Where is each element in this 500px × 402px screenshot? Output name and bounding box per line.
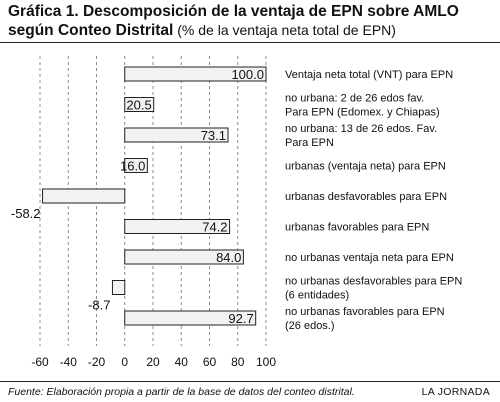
value-label-6: 84.0: [216, 250, 241, 265]
category-label-2-1: Para EPN: [285, 137, 334, 149]
value-label-3: 16.0: [120, 159, 145, 174]
bar-6: [124, 249, 244, 265]
x-tick-label-1: -40: [60, 355, 78, 369]
x-tick-label-4: 20: [146, 355, 160, 369]
category-label-8-1: (26 edos.): [285, 320, 335, 332]
category-label-1-0: no urbana: 2 de 26 edos fav.: [285, 93, 424, 105]
category-label-5-0: urbanas favorables para EPN: [285, 222, 429, 234]
x-tick-label-8: 100: [256, 355, 276, 369]
value-label-5: 74.2: [202, 220, 227, 235]
value-label-7: -8.7: [88, 298, 110, 313]
bar-7: [111, 280, 126, 295]
bar-1: [124, 97, 155, 112]
bottom-rule: [0, 381, 500, 382]
source-note: Fuente: Elaboración propia a partir de l…: [8, 386, 355, 398]
title-line-1: Gráfica 1. Descomposición de la ventaja …: [8, 3, 459, 20]
x-tick-label-6: 60: [203, 355, 217, 369]
value-label-0: 100.0: [231, 67, 264, 82]
value-label-4: -58.2: [11, 206, 41, 221]
top-rule: [0, 42, 500, 43]
publisher-credit: LA JORNADA: [421, 386, 490, 398]
category-label-8-0: no urbanas favorables para EPN: [285, 306, 445, 318]
bar-3: [124, 158, 148, 173]
x-tick-label-3: 0: [121, 355, 128, 369]
bar-4: [42, 188, 126, 204]
x-tick-label-5: 40: [175, 355, 189, 369]
category-label-2-0: no urbana: 13 de 26 edos. Fav.: [285, 123, 437, 135]
category-label-3-0: urbanas (ventaja neta) para EPN: [285, 161, 446, 173]
bar-0: [124, 66, 267, 82]
category-label-4-0: urbanas desfavorables para EPN: [285, 191, 447, 203]
x-tick-label-0: -60: [31, 355, 49, 369]
bar-5: [124, 219, 231, 234]
category-label-1-1: Para EPN (Edomex. y Chiapas): [285, 107, 440, 119]
title-line-2-subtitle: (% de la ventaja neta total de EPN): [173, 22, 396, 38]
x-tick-label-2: -20: [88, 355, 106, 369]
category-label-7-1: (6 entidades): [285, 290, 349, 302]
value-label-2: 73.1: [201, 128, 226, 143]
chart-title: Gráfica 1. Descomposición de la ventaja …: [8, 3, 496, 40]
bar-8: [124, 310, 257, 326]
x-tick-label-7: 80: [231, 355, 245, 369]
title-line-2-bold: según Conteo Distrital: [8, 22, 174, 39]
category-label-0-0: Ventaja neta total (VNT) para EPN: [285, 69, 453, 81]
category-label-7-0: no urbanas desfavorables para EPN: [285, 276, 462, 288]
category-label-6-0: no urbanas ventaja neta para EPN: [285, 252, 454, 264]
value-label-1: 20.5: [126, 98, 151, 113]
value-label-8: 92.7: [228, 311, 253, 326]
bar-2: [124, 127, 229, 143]
